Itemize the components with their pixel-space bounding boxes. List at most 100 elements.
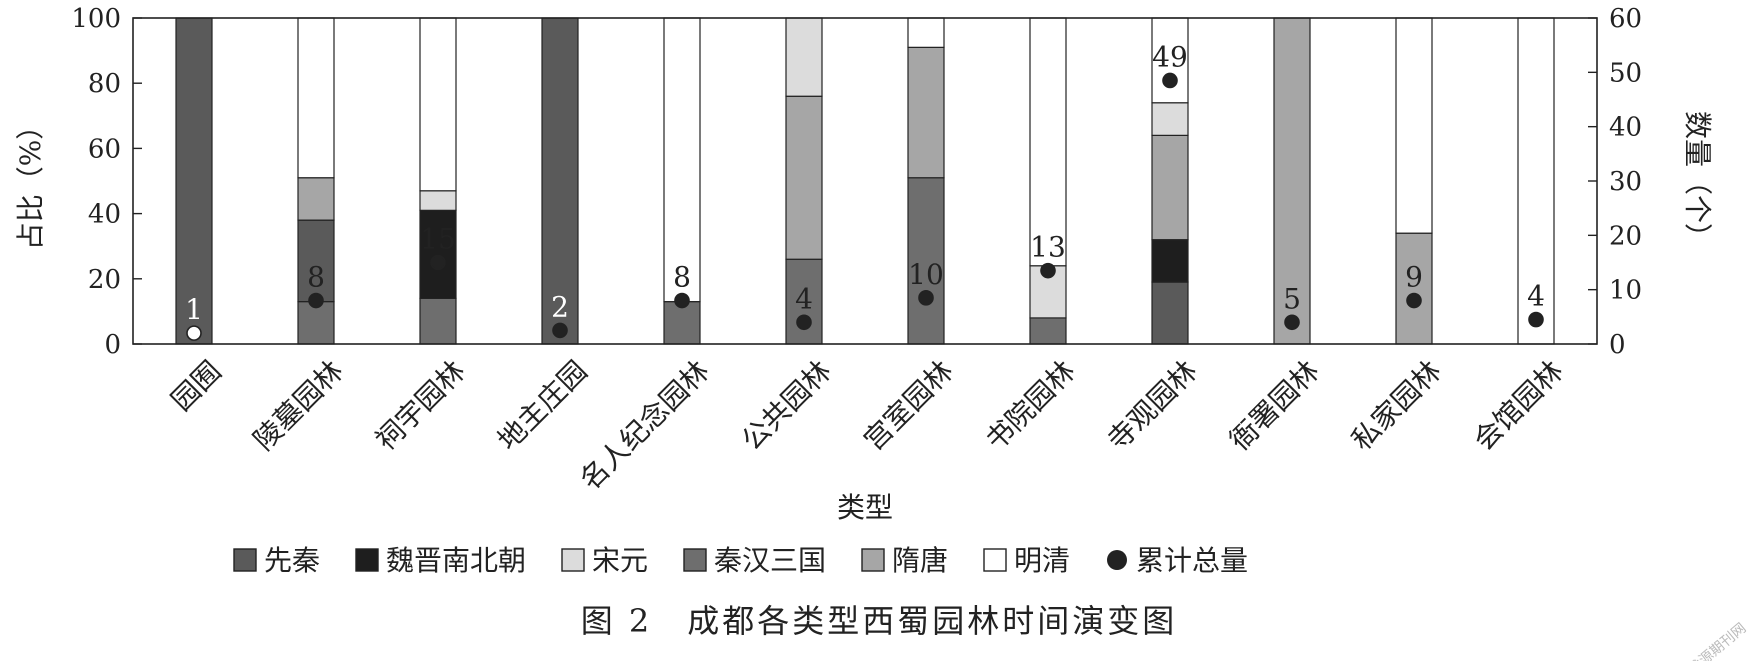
legend-label: 先秦 xyxy=(264,544,320,577)
total-point xyxy=(430,254,446,271)
total-point xyxy=(674,292,690,309)
bar-segment xyxy=(419,17,457,192)
legend-swatch xyxy=(683,548,707,572)
y-tick-label: 40 xyxy=(88,200,121,230)
bar-segment xyxy=(1151,281,1189,345)
legend-label: 秦汉三国 xyxy=(714,544,826,577)
legend-swatch xyxy=(983,548,1007,572)
bar-segment xyxy=(297,177,335,221)
bar-segment xyxy=(785,17,823,97)
total-label: 9 xyxy=(1405,261,1423,294)
legend-label: 魏晋南北朝 xyxy=(386,544,526,577)
x-tick-label: 地主庄园 xyxy=(491,354,594,457)
total-label: 4 xyxy=(795,282,813,315)
total-label: 1 xyxy=(185,293,203,326)
bar-segment xyxy=(1151,102,1189,136)
total-point xyxy=(1406,292,1422,309)
total-point xyxy=(308,292,324,309)
total-label: 4 xyxy=(1527,280,1545,313)
total-label: 15 xyxy=(420,223,456,256)
points-layer: 1 8 15 2 8 4 10 13 49 5 9 4 xyxy=(185,40,1545,341)
bar-segment xyxy=(419,190,457,211)
bar-segment xyxy=(785,95,823,260)
bar-segment xyxy=(663,301,701,345)
y-tick-label: 100 xyxy=(71,4,121,34)
bar-segment xyxy=(907,177,945,345)
x-tick-label: 书院园林 xyxy=(979,354,1082,457)
bar-segment xyxy=(1151,17,1189,104)
x-tick-label: 寺观园林 xyxy=(1101,354,1204,457)
total-label: 10 xyxy=(908,258,944,291)
bar-segment xyxy=(419,297,457,345)
bar-segment xyxy=(1395,17,1433,234)
legend: 先秦 魏晋南北朝 宋元 秦汉三国 隋唐 明清 累计总量 xyxy=(233,544,1248,577)
total-label: 5 xyxy=(1283,282,1301,315)
x-tick-label: 公共园林 xyxy=(735,354,838,457)
bar-segment xyxy=(1029,265,1067,319)
x-tick-label: 祠宇园林 xyxy=(369,354,472,457)
x-tick-label: 会馆园林 xyxy=(1467,354,1570,457)
total-point xyxy=(1284,314,1300,331)
total-point xyxy=(552,322,568,339)
legend-label: 宋元 xyxy=(592,544,648,577)
bar-segment xyxy=(1395,232,1433,345)
y2-tick-label: 40 xyxy=(1609,113,1642,143)
y-axis-title: 占比（%） xyxy=(14,112,47,251)
total-point xyxy=(918,290,934,306)
bar-segment xyxy=(1151,134,1189,241)
y-tick-label: 60 xyxy=(88,134,121,164)
legend-swatch xyxy=(861,548,885,572)
total-point xyxy=(1040,262,1056,279)
bar-segment xyxy=(907,46,945,179)
axes-layer: 0 20 40 60 80 100 0 10 20 30 40 50 60 占比（%） 数量（个） 类型 园囿陵… xyxy=(14,4,1714,524)
total-label: 49 xyxy=(1152,40,1188,73)
y2-axis-title: 数量（个） xyxy=(1681,111,1714,251)
plot-frame xyxy=(132,17,1598,345)
y2-tick-label: 60 xyxy=(1609,4,1642,34)
x-tick-label: 宫室园林 xyxy=(857,354,960,457)
y2-tick-label: 0 xyxy=(1609,330,1626,360)
bar-segment xyxy=(907,17,945,48)
x-tick-label: 陵墓园林 xyxy=(247,354,350,457)
total-point xyxy=(1528,311,1544,328)
y-tick-label: 0 xyxy=(104,330,121,360)
y2-tick-label: 20 xyxy=(1609,221,1642,251)
bar-segment xyxy=(1029,17,1067,267)
y2-tick-label: 10 xyxy=(1609,276,1642,306)
legend-swatch xyxy=(233,548,257,572)
legend-label: 明清 xyxy=(1014,544,1070,577)
bar-segment xyxy=(175,17,213,345)
total-label: 8 xyxy=(307,261,325,294)
y-tick-label: 80 xyxy=(88,69,121,99)
bar-segment xyxy=(297,301,335,345)
total-label: 13 xyxy=(1030,231,1066,264)
legend-swatch xyxy=(355,548,379,572)
total-point xyxy=(796,314,812,331)
y2-tick-label: 50 xyxy=(1609,58,1642,88)
bars-layer xyxy=(175,17,1555,345)
bar-segment xyxy=(1029,317,1067,345)
x-tick-label: 私家园林 xyxy=(1345,354,1448,457)
legend-swatch xyxy=(561,548,585,572)
bar-segment xyxy=(663,17,701,303)
x-tick-label: 衙署园林 xyxy=(1223,354,1326,457)
legend-label: 累计总量 xyxy=(1136,544,1248,577)
x-tick-label: 名人纪念园林 xyxy=(574,354,716,496)
bar-segment xyxy=(1273,17,1311,345)
total-label: 8 xyxy=(673,261,691,294)
legend-label: 隋唐 xyxy=(892,544,948,577)
total-point xyxy=(186,325,202,341)
y-tick-label: 20 xyxy=(88,265,121,295)
bar-segment xyxy=(419,209,457,299)
y2-tick-label: 30 xyxy=(1609,167,1642,197)
bar-segment xyxy=(297,17,335,179)
figure-caption: 图 2 成都各类型西蜀园林时间演变图 xyxy=(580,602,1178,640)
total-point xyxy=(1162,72,1178,89)
legend-dot xyxy=(1107,550,1127,570)
x-tick-label: 园囿 xyxy=(165,354,228,417)
total-label: 2 xyxy=(551,290,569,323)
x-axis-title: 类型 xyxy=(837,491,893,524)
bar-segment xyxy=(1151,239,1189,283)
